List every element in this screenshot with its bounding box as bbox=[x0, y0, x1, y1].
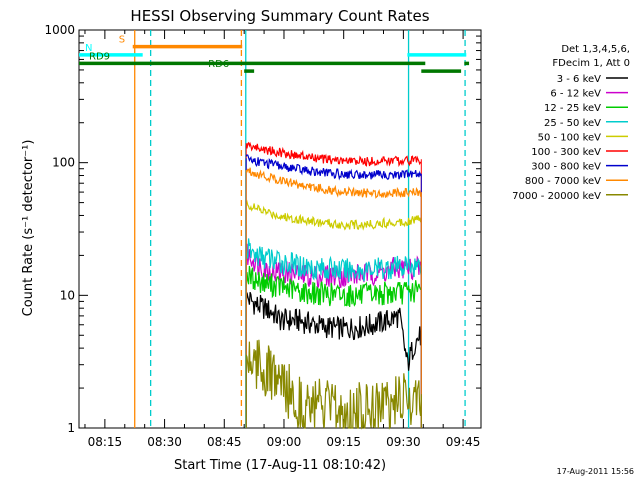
series-line bbox=[245, 292, 422, 371]
x-tick-label: 09:15 bbox=[326, 435, 361, 449]
series-line bbox=[245, 339, 422, 430]
series-line bbox=[245, 265, 422, 308]
series-line bbox=[245, 154, 422, 181]
legend-label: 3 - 6 keV bbox=[557, 74, 601, 85]
plot-frame bbox=[78, 29, 482, 429]
legend-label: 100 - 300 keV bbox=[531, 147, 601, 158]
series-line bbox=[245, 238, 422, 282]
footer-timestamp: 17-Aug-2011 15:56 bbox=[557, 467, 634, 476]
series-line bbox=[245, 141, 422, 168]
y-tick-label: 100 bbox=[52, 156, 75, 170]
y-tick-label: 1000 bbox=[44, 23, 75, 37]
legend-label: 6 - 12 keV bbox=[550, 89, 601, 100]
x-axis-label: Start Time (17-Aug-11 08:10:42) bbox=[174, 458, 386, 473]
legend-label: 300 - 800 keV bbox=[531, 162, 601, 173]
legend-label: 7000 - 20000 keV bbox=[512, 191, 601, 202]
x-tick-label: 08:15 bbox=[88, 435, 123, 449]
x-tick-label: 09:00 bbox=[267, 435, 302, 449]
legend-label: 12 - 25 keV bbox=[544, 103, 601, 114]
x-tick-label: 08:30 bbox=[147, 435, 182, 449]
x-tick-label: 08:45 bbox=[207, 435, 242, 449]
series-line bbox=[245, 199, 422, 231]
chart-title: HESSI Observing Summary Count Rates bbox=[130, 7, 429, 25]
y-tick-label: 1 bbox=[67, 421, 75, 435]
legend-label: 50 - 100 keV bbox=[538, 132, 602, 143]
legend: 3 - 6 keV 6 - 12 keV 12 - 25 keV 25 - 50 ke… bbox=[512, 74, 628, 202]
x-tick-label: 09:45 bbox=[446, 435, 481, 449]
plot-area: 1 10 100 1000 08:15 08:30 08:45 09:00 09:15 09:30… bbox=[44, 23, 482, 449]
legend-label: 25 - 50 keV bbox=[544, 118, 601, 129]
flag-label: RD9 bbox=[89, 51, 110, 62]
x-tick-label: 09:30 bbox=[386, 435, 421, 449]
legend-header-2: FDecim 1, Att 0 bbox=[552, 58, 630, 69]
series-line bbox=[245, 167, 422, 199]
legend-label: 800 - 7000 keV bbox=[525, 176, 601, 187]
legend-header-1: Det 1,3,4,5,6, bbox=[561, 44, 630, 55]
flag-label: N bbox=[85, 43, 92, 54]
flag-label: S bbox=[119, 35, 125, 46]
y-axis-label: Count Rate (s⁻¹ detector⁻¹) bbox=[21, 140, 36, 317]
y-tick-label: 10 bbox=[60, 288, 75, 302]
flag-label: RD6 bbox=[208, 59, 229, 70]
